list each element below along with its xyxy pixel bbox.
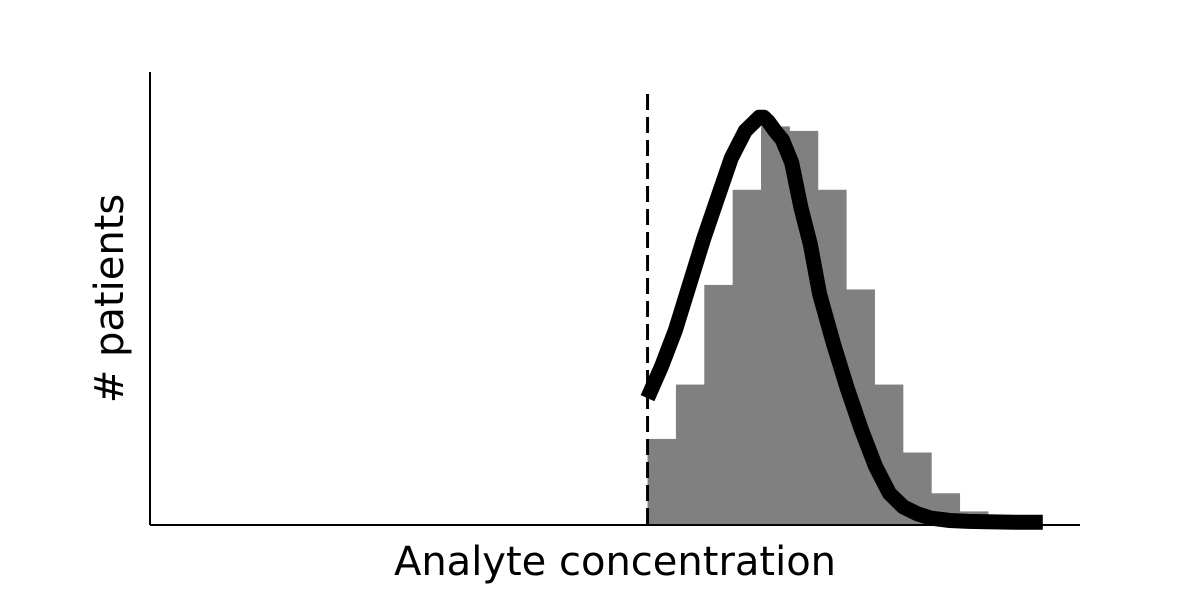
histogram-bar-2	[704, 284, 734, 525]
histogram-bar-3	[732, 189, 762, 525]
histogram-bar-0	[647, 438, 677, 525]
histogram-bar-4	[761, 126, 790, 526]
x-axis-label: Analyte concentration	[394, 539, 836, 585]
histogram-bar-1	[675, 384, 705, 525]
histogram-bars	[647, 126, 1017, 526]
density-curve	[640, 109, 1043, 530]
y-axis-label: # patients	[87, 194, 133, 403]
